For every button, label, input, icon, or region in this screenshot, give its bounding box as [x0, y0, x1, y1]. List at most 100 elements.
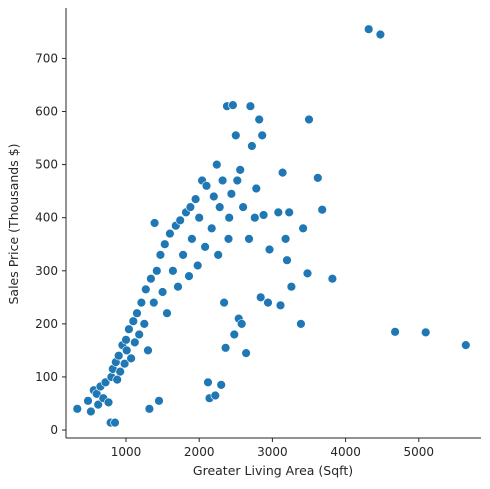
data-point	[273, 207, 283, 218]
data-point	[313, 173, 323, 183]
y-tick-label: 100	[35, 370, 58, 384]
y-tick-label: 500	[35, 158, 58, 172]
data-points	[72, 24, 471, 428]
data-point	[193, 260, 203, 271]
data-point	[244, 234, 254, 244]
data-point	[296, 319, 306, 329]
data-point	[160, 239, 170, 249]
data-point	[121, 335, 131, 345]
data-point	[141, 284, 151, 295]
data-point	[201, 181, 212, 191]
data-point	[126, 353, 136, 364]
data-point	[136, 297, 147, 308]
x-axis-ticks: 1000 2000 3000 4000 5000	[111, 438, 434, 459]
data-point	[229, 329, 240, 340]
data-point	[124, 324, 134, 334]
data-point	[91, 389, 102, 399]
y-tick-label: 200	[35, 317, 58, 331]
data-point	[302, 268, 313, 279]
data-point	[121, 345, 132, 356]
data-point	[209, 191, 219, 202]
data-point	[220, 343, 231, 353]
data-point	[210, 390, 221, 401]
data-point	[461, 340, 471, 350]
data-point	[284, 207, 294, 218]
data-point	[200, 242, 210, 252]
data-point	[217, 175, 228, 186]
data-point	[187, 234, 197, 244]
x-tick-label: 2000	[184, 445, 215, 459]
data-point	[228, 100, 238, 110]
data-point	[139, 319, 150, 329]
data-point	[280, 234, 291, 244]
data-point	[110, 417, 120, 428]
data-point	[203, 377, 213, 387]
data-point	[286, 282, 297, 292]
data-point	[212, 159, 222, 170]
data-point	[304, 114, 314, 125]
data-point	[113, 351, 124, 361]
data-point	[157, 287, 168, 297]
data-point	[224, 213, 234, 223]
data-point	[194, 213, 204, 223]
data-point	[282, 255, 292, 265]
y-tick-label: 700	[35, 51, 58, 65]
data-point	[327, 274, 338, 284]
data-point	[241, 348, 251, 358]
data-point	[226, 189, 237, 199]
data-point	[112, 374, 122, 385]
y-tick-label: 600	[35, 105, 58, 119]
data-point	[298, 223, 308, 234]
data-point	[155, 250, 166, 260]
y-tick-label: 0	[50, 423, 58, 437]
data-point	[178, 250, 188, 260]
y-tick-label: 400	[35, 211, 58, 225]
data-point	[143, 345, 153, 356]
plot-area	[72, 24, 471, 428]
data-point	[152, 266, 162, 276]
data-point	[257, 130, 267, 141]
data-point	[134, 329, 144, 340]
data-point	[184, 271, 194, 281]
data-point	[263, 297, 273, 308]
data-point	[375, 29, 386, 40]
data-point	[250, 213, 260, 223]
data-point	[173, 282, 183, 292]
data-point	[231, 130, 241, 141]
data-point	[83, 396, 93, 406]
data-point	[144, 404, 155, 414]
data-point	[103, 397, 114, 408]
data-point	[213, 250, 223, 260]
data-point	[115, 366, 125, 377]
data-point	[277, 167, 288, 178]
data-point	[149, 218, 160, 228]
data-point	[223, 234, 234, 244]
data-point	[130, 337, 140, 348]
y-axis-title: Sales Price (Thousands $)	[6, 143, 21, 304]
data-point	[207, 223, 217, 234]
data-point	[238, 202, 248, 212]
y-axis-ticks: 0 100 200 300 400 500 600 700	[35, 51, 66, 437]
data-point	[154, 396, 164, 406]
data-point	[93, 399, 103, 410]
data-point	[254, 114, 264, 125]
data-point	[264, 244, 275, 255]
data-point	[245, 101, 256, 111]
y-tick-label: 300	[35, 264, 58, 278]
x-tick-label: 1000	[111, 445, 142, 459]
data-point	[219, 297, 229, 308]
data-point	[119, 359, 130, 369]
data-point	[317, 205, 327, 215]
data-point	[128, 316, 139, 326]
data-point	[215, 202, 225, 212]
data-point	[168, 266, 178, 276]
x-tick-label: 3000	[257, 445, 288, 459]
data-point	[132, 308, 142, 318]
data-point	[256, 292, 266, 302]
data-point	[146, 274, 156, 284]
data-point	[86, 406, 96, 417]
data-point	[275, 300, 286, 310]
data-point	[364, 24, 374, 34]
data-point	[258, 210, 269, 220]
data-point	[421, 327, 431, 338]
